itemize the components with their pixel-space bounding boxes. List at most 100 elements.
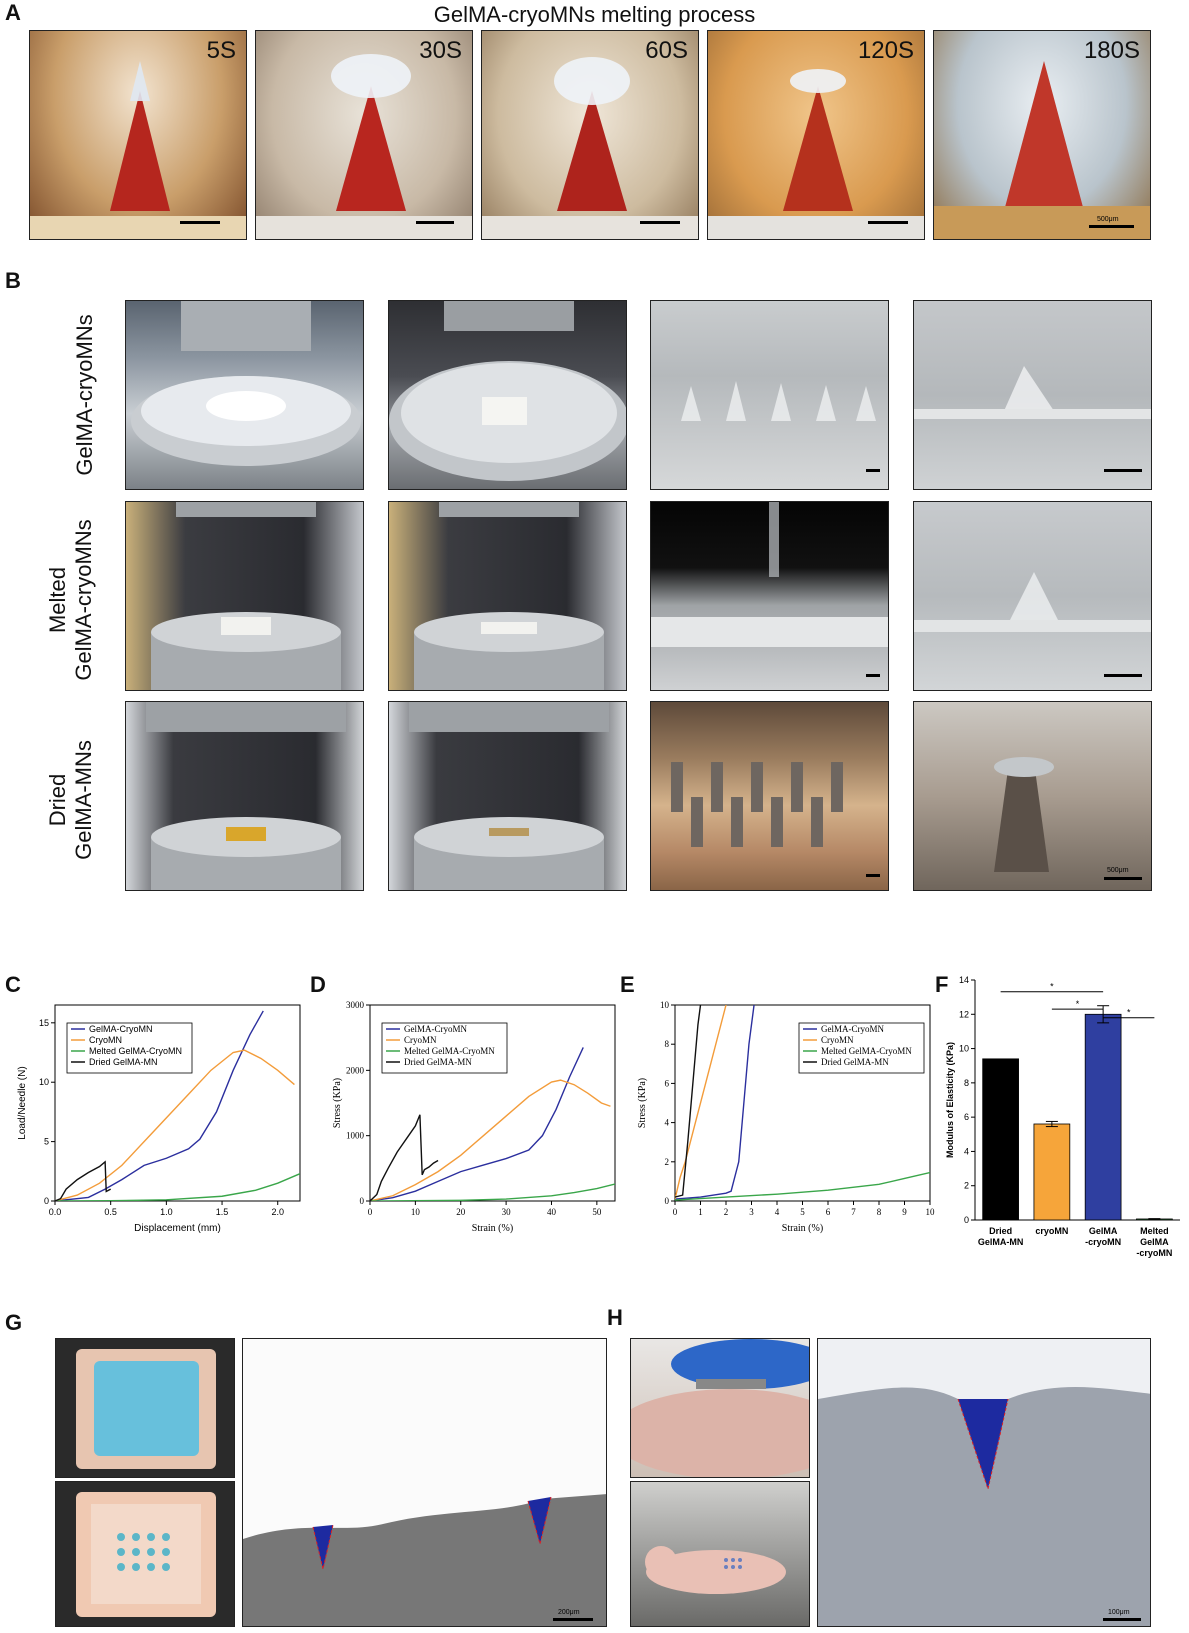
compression-illustration bbox=[409, 702, 609, 890]
x-tick-label: 2 bbox=[724, 1207, 729, 1217]
x-tick-label: 1 bbox=[698, 1207, 703, 1217]
significance-star: * bbox=[1127, 1008, 1131, 1018]
scale-bar bbox=[640, 221, 680, 224]
legend-entry: GelMA-CryoMN bbox=[821, 1024, 884, 1034]
series-line bbox=[55, 1010, 264, 1201]
legend-entry: Dried GelMA-MN bbox=[821, 1057, 889, 1067]
y-tick-label: 4 bbox=[665, 1118, 670, 1128]
histology-illustration bbox=[818, 1387, 1150, 1626]
y-tick-label: 2000 bbox=[346, 1065, 365, 1075]
significance-star: * bbox=[1076, 999, 1080, 1009]
scale-bar bbox=[1104, 877, 1142, 880]
x-tick-label: 5 bbox=[800, 1207, 805, 1217]
photo-dried-compression-2 bbox=[388, 701, 627, 891]
photo-mouse-after bbox=[630, 1481, 810, 1627]
x-tick-label: 0.0 bbox=[49, 1207, 62, 1217]
legend-entry: GelMA-CryoMN bbox=[404, 1024, 467, 1034]
scale-bar bbox=[866, 469, 880, 472]
photo-melted-compression-2 bbox=[388, 501, 627, 691]
time-label: 120S bbox=[857, 37, 914, 64]
photo-skin-patch bbox=[55, 1338, 235, 1478]
x-tick-label: 8 bbox=[877, 1207, 882, 1217]
x-tick-label: 50 bbox=[592, 1207, 602, 1217]
scale-bar-text: 500μm bbox=[1097, 216, 1119, 223]
y-tick-label: 1000 bbox=[346, 1131, 365, 1141]
series-line bbox=[675, 1171, 930, 1201]
series-line bbox=[370, 1183, 615, 1201]
microneedle-illustration bbox=[934, 61, 1150, 239]
photo-skin-after bbox=[55, 1481, 235, 1627]
row-label-gelma-cryomns: GelMA-cryoMNs bbox=[72, 314, 97, 476]
chart-stress-strain-zoom: 0 1 2 3 4 5 6 7 8 9 10 0 2 4 6 8 10 Strain (%) Stress (KPa… bbox=[637, 1000, 935, 1234]
legend-entry: Dried GelMA-MN bbox=[89, 1057, 158, 1067]
chart-stress-strain: 0 10 20 30 40 50 0 1000 2000 3000 Strain (%) Stress… bbox=[332, 1000, 616, 1234]
x-tick-label: 1.0 bbox=[160, 1207, 173, 1217]
y-tick-label: 0 bbox=[665, 1196, 670, 1206]
time-label: 5S bbox=[206, 37, 236, 64]
y-tick-label: 0 bbox=[964, 1215, 969, 1225]
y-tick-label: 14 bbox=[959, 975, 969, 985]
y-axis-label: Load/Needle (N) bbox=[17, 1066, 28, 1139]
series-line bbox=[370, 1114, 439, 1201]
scale-bar bbox=[416, 221, 454, 224]
melting-photo-5s: 5S bbox=[29, 30, 247, 240]
histology-illustration bbox=[243, 1494, 606, 1626]
x-tick-label: GelMA bbox=[1140, 1237, 1169, 1247]
time-label: 60S bbox=[645, 37, 688, 64]
scale-bar bbox=[1104, 469, 1142, 472]
micrograph-cryomn-single bbox=[913, 300, 1152, 490]
y-tick-label: 6 bbox=[964, 1112, 969, 1122]
compression-illustration bbox=[146, 702, 346, 890]
microneedle-array-illustration bbox=[681, 381, 876, 421]
photo-melted-compression-1 bbox=[125, 501, 364, 691]
panel-label-g: G bbox=[5, 1310, 23, 1335]
histology-mouse-skin: 100μm bbox=[817, 1338, 1151, 1627]
x-tick-label: 3 bbox=[749, 1207, 754, 1217]
series-line bbox=[370, 1047, 584, 1201]
y-tick-label: 0 bbox=[44, 1196, 49, 1206]
scale-bar bbox=[1104, 674, 1142, 677]
micrograph-dried-array bbox=[650, 701, 889, 891]
scale-bar bbox=[553, 1618, 593, 1621]
y-tick-label: 8 bbox=[665, 1039, 670, 1049]
x-tick-label: 4 bbox=[775, 1207, 780, 1217]
x-axis-label: Strain (%) bbox=[782, 1223, 823, 1234]
y-tick-label: 10 bbox=[959, 1044, 969, 1054]
panel-label-e: E bbox=[620, 972, 635, 997]
y-tick-label: 12 bbox=[959, 1009, 969, 1019]
x-axis-label: Displacement (mm) bbox=[134, 1223, 221, 1234]
photo-dried-compression-1 bbox=[125, 701, 364, 891]
compression-illustration bbox=[414, 502, 604, 690]
microneedle-illustration bbox=[914, 572, 1151, 632]
panel-label-h: H bbox=[607, 1305, 623, 1330]
plot-frame bbox=[369, 1004, 616, 1202]
plot-frame bbox=[54, 1004, 301, 1202]
scale-bar-text: 100μm bbox=[1108, 1609, 1130, 1616]
series-line bbox=[55, 1173, 300, 1201]
legend-box bbox=[381, 1022, 508, 1074]
x-tick-label: 10 bbox=[411, 1207, 421, 1217]
series-line bbox=[675, 1005, 702, 1198]
y-tick-label: 4 bbox=[964, 1146, 969, 1156]
melting-photo-120s: 120S bbox=[707, 30, 925, 240]
scale-bar bbox=[868, 221, 908, 224]
x-tick-label: Dried bbox=[989, 1226, 1012, 1236]
y-axis-label: Stress (KPa) bbox=[637, 1078, 648, 1128]
melting-photo-180s: 180S 500μm bbox=[933, 30, 1151, 240]
legend-entry: CryoMN bbox=[821, 1035, 854, 1045]
bar bbox=[1084, 1013, 1122, 1221]
y-tick-label: 10 bbox=[660, 1000, 670, 1010]
y-tick-label: 2 bbox=[964, 1181, 969, 1191]
legend-entry: Melted GelMA-CryoMN bbox=[821, 1046, 912, 1056]
scale-bar bbox=[866, 674, 880, 677]
legend-entry: CryoMN bbox=[404, 1035, 437, 1045]
photo-cryomn-compression-2 bbox=[388, 300, 627, 490]
x-tick-label: -cryoMN bbox=[1136, 1248, 1172, 1258]
panel-a-title: GelMA-cryoMNs melting process bbox=[433, 2, 756, 27]
series-line bbox=[55, 1049, 295, 1201]
skin-patch-illustration bbox=[76, 1492, 216, 1617]
x-tick-label: cryoMN bbox=[1035, 1226, 1068, 1236]
y-tick-label: 0 bbox=[360, 1196, 365, 1206]
scale-bar bbox=[1089, 225, 1134, 228]
micrograph-melted-array bbox=[650, 501, 889, 691]
